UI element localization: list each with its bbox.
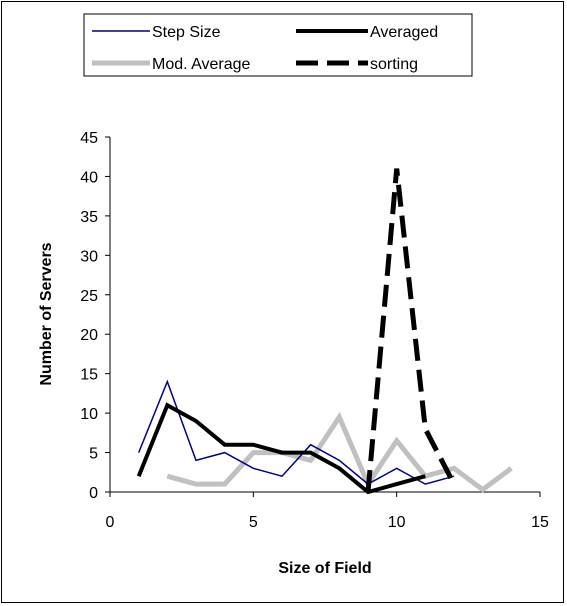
legend-label: sorting xyxy=(370,56,418,73)
plot-area: 0 5 10 15 20 25 30 35 40 45 0 5 10 15 xyxy=(80,130,549,531)
y-tick-label: 0 xyxy=(89,485,98,502)
x-tick-label: 10 xyxy=(388,514,406,531)
legend-label: Step Size xyxy=(152,24,221,41)
legend: Step Size Averaged Mod. Average sorting xyxy=(83,13,473,77)
x-axis-title: Size of Field xyxy=(278,560,371,577)
legend-item: Mod. Average xyxy=(92,56,251,73)
legend-box xyxy=(83,13,473,77)
y-tick-label: 25 xyxy=(80,288,98,305)
series-line-averaged xyxy=(136,402,426,495)
x-tick-label: 15 xyxy=(531,514,549,531)
legend-item: Averaged xyxy=(296,24,438,41)
y-tick-label: 40 xyxy=(80,169,98,186)
legend-label: Mod. Average xyxy=(152,56,251,73)
legend-item: Step Size xyxy=(92,24,221,41)
series-line-mod-average xyxy=(166,411,513,493)
y-tick-label: 45 xyxy=(80,130,98,147)
legend-label: Averaged xyxy=(370,24,438,41)
y-tick-label: 20 xyxy=(80,327,98,344)
y-axis-title: Number of Servers xyxy=(38,242,55,385)
legend-item: sorting xyxy=(296,56,418,73)
y-tick-label: 15 xyxy=(80,367,98,384)
x-tick-label: 0 xyxy=(106,514,115,531)
y-tick-label: 35 xyxy=(80,209,98,226)
series-line-step-size xyxy=(138,379,455,486)
y-tick-label: 5 xyxy=(89,446,98,463)
y-tick-label: 30 xyxy=(80,248,98,265)
x-tick-label: 5 xyxy=(249,514,258,531)
y-tick-label: 10 xyxy=(80,406,98,423)
series-line-sorting xyxy=(365,168,457,493)
